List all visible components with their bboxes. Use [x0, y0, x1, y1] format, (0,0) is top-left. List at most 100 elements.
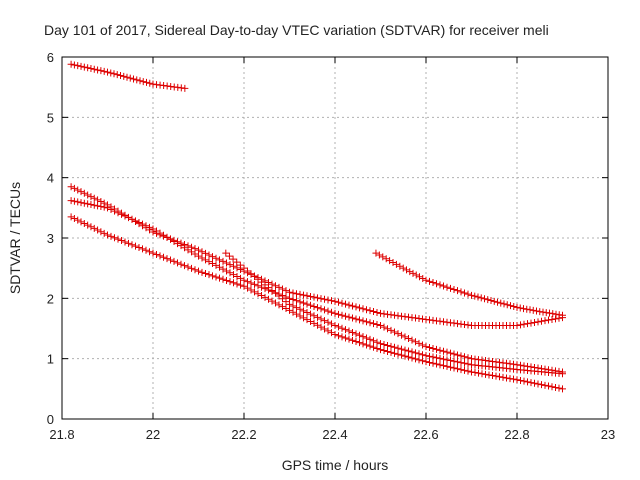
data-point [170, 257, 178, 265]
data-point [415, 339, 423, 347]
data-point [464, 367, 472, 375]
data-point [363, 334, 370, 342]
data-point [412, 355, 419, 363]
data-point [87, 65, 95, 73]
data-point [209, 253, 216, 261]
data-point [440, 347, 447, 355]
data-point [405, 334, 412, 342]
data-point [443, 362, 451, 370]
data-point [538, 317, 545, 325]
data-point [552, 310, 560, 318]
data-point [198, 254, 206, 262]
data-point [226, 261, 234, 269]
data-point [84, 221, 92, 229]
data-point [212, 254, 220, 262]
data-point [412, 271, 420, 279]
data-point [555, 311, 563, 319]
data-point [128, 241, 136, 249]
data-point [447, 357, 454, 365]
data-point [370, 343, 377, 351]
data-point [268, 297, 276, 305]
data-point [324, 327, 332, 335]
data-point [272, 282, 279, 290]
x-tick-label: 23 [601, 427, 615, 442]
data-point [356, 339, 363, 347]
data-point [114, 209, 122, 217]
data-point [545, 382, 552, 390]
data-point [468, 291, 475, 299]
data-point [408, 348, 416, 356]
data-point [454, 287, 461, 295]
data-point [389, 259, 397, 267]
data-point [531, 379, 538, 387]
data-point [538, 381, 545, 389]
data-point [527, 319, 535, 327]
data-point [356, 304, 363, 312]
data-point [310, 312, 318, 320]
data-point [121, 238, 129, 246]
data-point [507, 302, 514, 310]
data-point [335, 332, 342, 340]
data-point [503, 374, 510, 382]
data-point [303, 300, 311, 308]
data-points [67, 60, 566, 393]
data-point [296, 298, 304, 306]
data-point [74, 198, 82, 206]
data-point [531, 318, 538, 326]
data-point [160, 253, 167, 261]
data-point [529, 306, 537, 314]
data-point [205, 251, 213, 259]
data-point [359, 305, 367, 313]
data-point [447, 349, 454, 357]
data-point [146, 248, 153, 256]
data-point [202, 249, 209, 257]
data-point [524, 378, 531, 386]
data-point [534, 318, 542, 326]
data-point [555, 384, 563, 392]
data-point [401, 333, 409, 341]
data-point [94, 202, 102, 210]
data-point [349, 336, 356, 344]
data-point [541, 317, 549, 325]
data-point [443, 356, 451, 364]
data-point [219, 257, 227, 265]
y-tick-label: 4 [47, 171, 54, 186]
data-point [97, 203, 105, 211]
data-point [219, 275, 227, 283]
y-axis-label: SDTVAR / TECUs [7, 182, 23, 294]
data-point [542, 309, 550, 317]
data-point [153, 250, 160, 258]
data-point [391, 343, 398, 351]
data-point [342, 300, 349, 308]
data-point [380, 323, 388, 331]
data-point [454, 351, 461, 359]
data-point [349, 302, 356, 310]
data-point [219, 265, 227, 273]
data-point [331, 321, 339, 329]
data-point [324, 296, 332, 304]
series-track-3 [67, 197, 566, 376]
data-point [317, 305, 325, 313]
data-point [513, 376, 521, 384]
y-tick-label: 6 [47, 50, 54, 65]
data-point [335, 298, 342, 306]
data-point [216, 256, 223, 264]
data-point [87, 223, 95, 231]
data-point [426, 358, 433, 366]
data-point [216, 263, 223, 271]
data-point [352, 337, 360, 345]
data-point [244, 284, 251, 292]
data-point [419, 357, 426, 365]
data-point [363, 318, 370, 326]
data-point [384, 347, 391, 355]
data-point [373, 321, 381, 329]
data-point [300, 307, 307, 315]
data-point [230, 271, 237, 279]
data-point [335, 310, 342, 318]
data-point [223, 259, 230, 267]
data-point [429, 359, 437, 367]
data-point [352, 303, 360, 311]
data-point [422, 352, 430, 360]
data-point [289, 289, 297, 297]
data-point [478, 370, 486, 378]
